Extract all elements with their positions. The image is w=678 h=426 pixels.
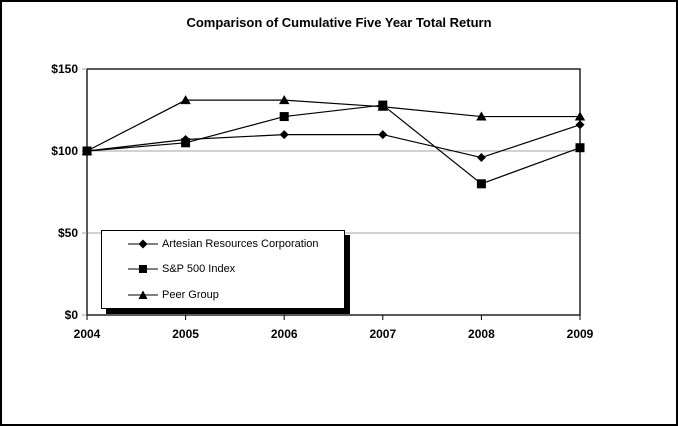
data-point-square: [575, 143, 585, 153]
x-tick-label: 2005: [172, 327, 199, 341]
data-point-square: [378, 100, 388, 110]
x-tick-label: 2009: [567, 327, 594, 341]
diamond-series-icon: [128, 239, 158, 249]
data-point-triangle: [476, 111, 487, 121]
data-point-square: [181, 138, 191, 148]
y-tick-label: $150: [51, 62, 78, 76]
chart-title: Comparison of Cumulative Five Year Total…: [186, 15, 492, 30]
legend-entry-sp500: S&P 500 Index: [128, 257, 344, 281]
plot-border: [86, 68, 581, 316]
legend-label-peer-group: Peer Group: [162, 289, 219, 302]
legend-label-artesian: Artesian Resources Corporation: [162, 237, 319, 250]
series-line-diamond: [86, 124, 581, 159]
series-line-triangle: [86, 99, 580, 152]
data-point-triangle: [180, 95, 191, 105]
legend-entry-artesian: Artesian Resources Corporation: [128, 232, 344, 256]
triangle-series-icon: [128, 290, 158, 300]
data-point-triangle: [574, 111, 586, 121]
data-point-diamond: [378, 130, 388, 140]
legend-entry-peer-group: Peer Group: [128, 283, 344, 307]
legend-label-sp500: S&P 500 Index: [162, 263, 236, 276]
x-tick-label: 2008: [468, 327, 495, 341]
y-tick-label: $0: [65, 308, 79, 322]
data-point-diamond: [476, 153, 486, 163]
data-point-triangle: [279, 95, 290, 105]
square-series-icon: [128, 265, 158, 274]
data-point-square: [279, 112, 289, 122]
x-tick-label: 2004: [74, 327, 101, 341]
data-point-square: [82, 146, 92, 156]
series-line-square: [86, 104, 581, 185]
y-tick-label: $50: [58, 226, 78, 240]
data-point-diamond: [575, 120, 585, 130]
data-point-square: [476, 179, 486, 189]
x-tick-label: 2006: [271, 327, 298, 341]
legend: Artesian Resources Corporation S&P 500 I…: [101, 230, 345, 309]
y-tick-label: $100: [51, 144, 78, 158]
data-point-diamond: [279, 130, 289, 140]
x-tick-label: 2007: [369, 327, 396, 341]
